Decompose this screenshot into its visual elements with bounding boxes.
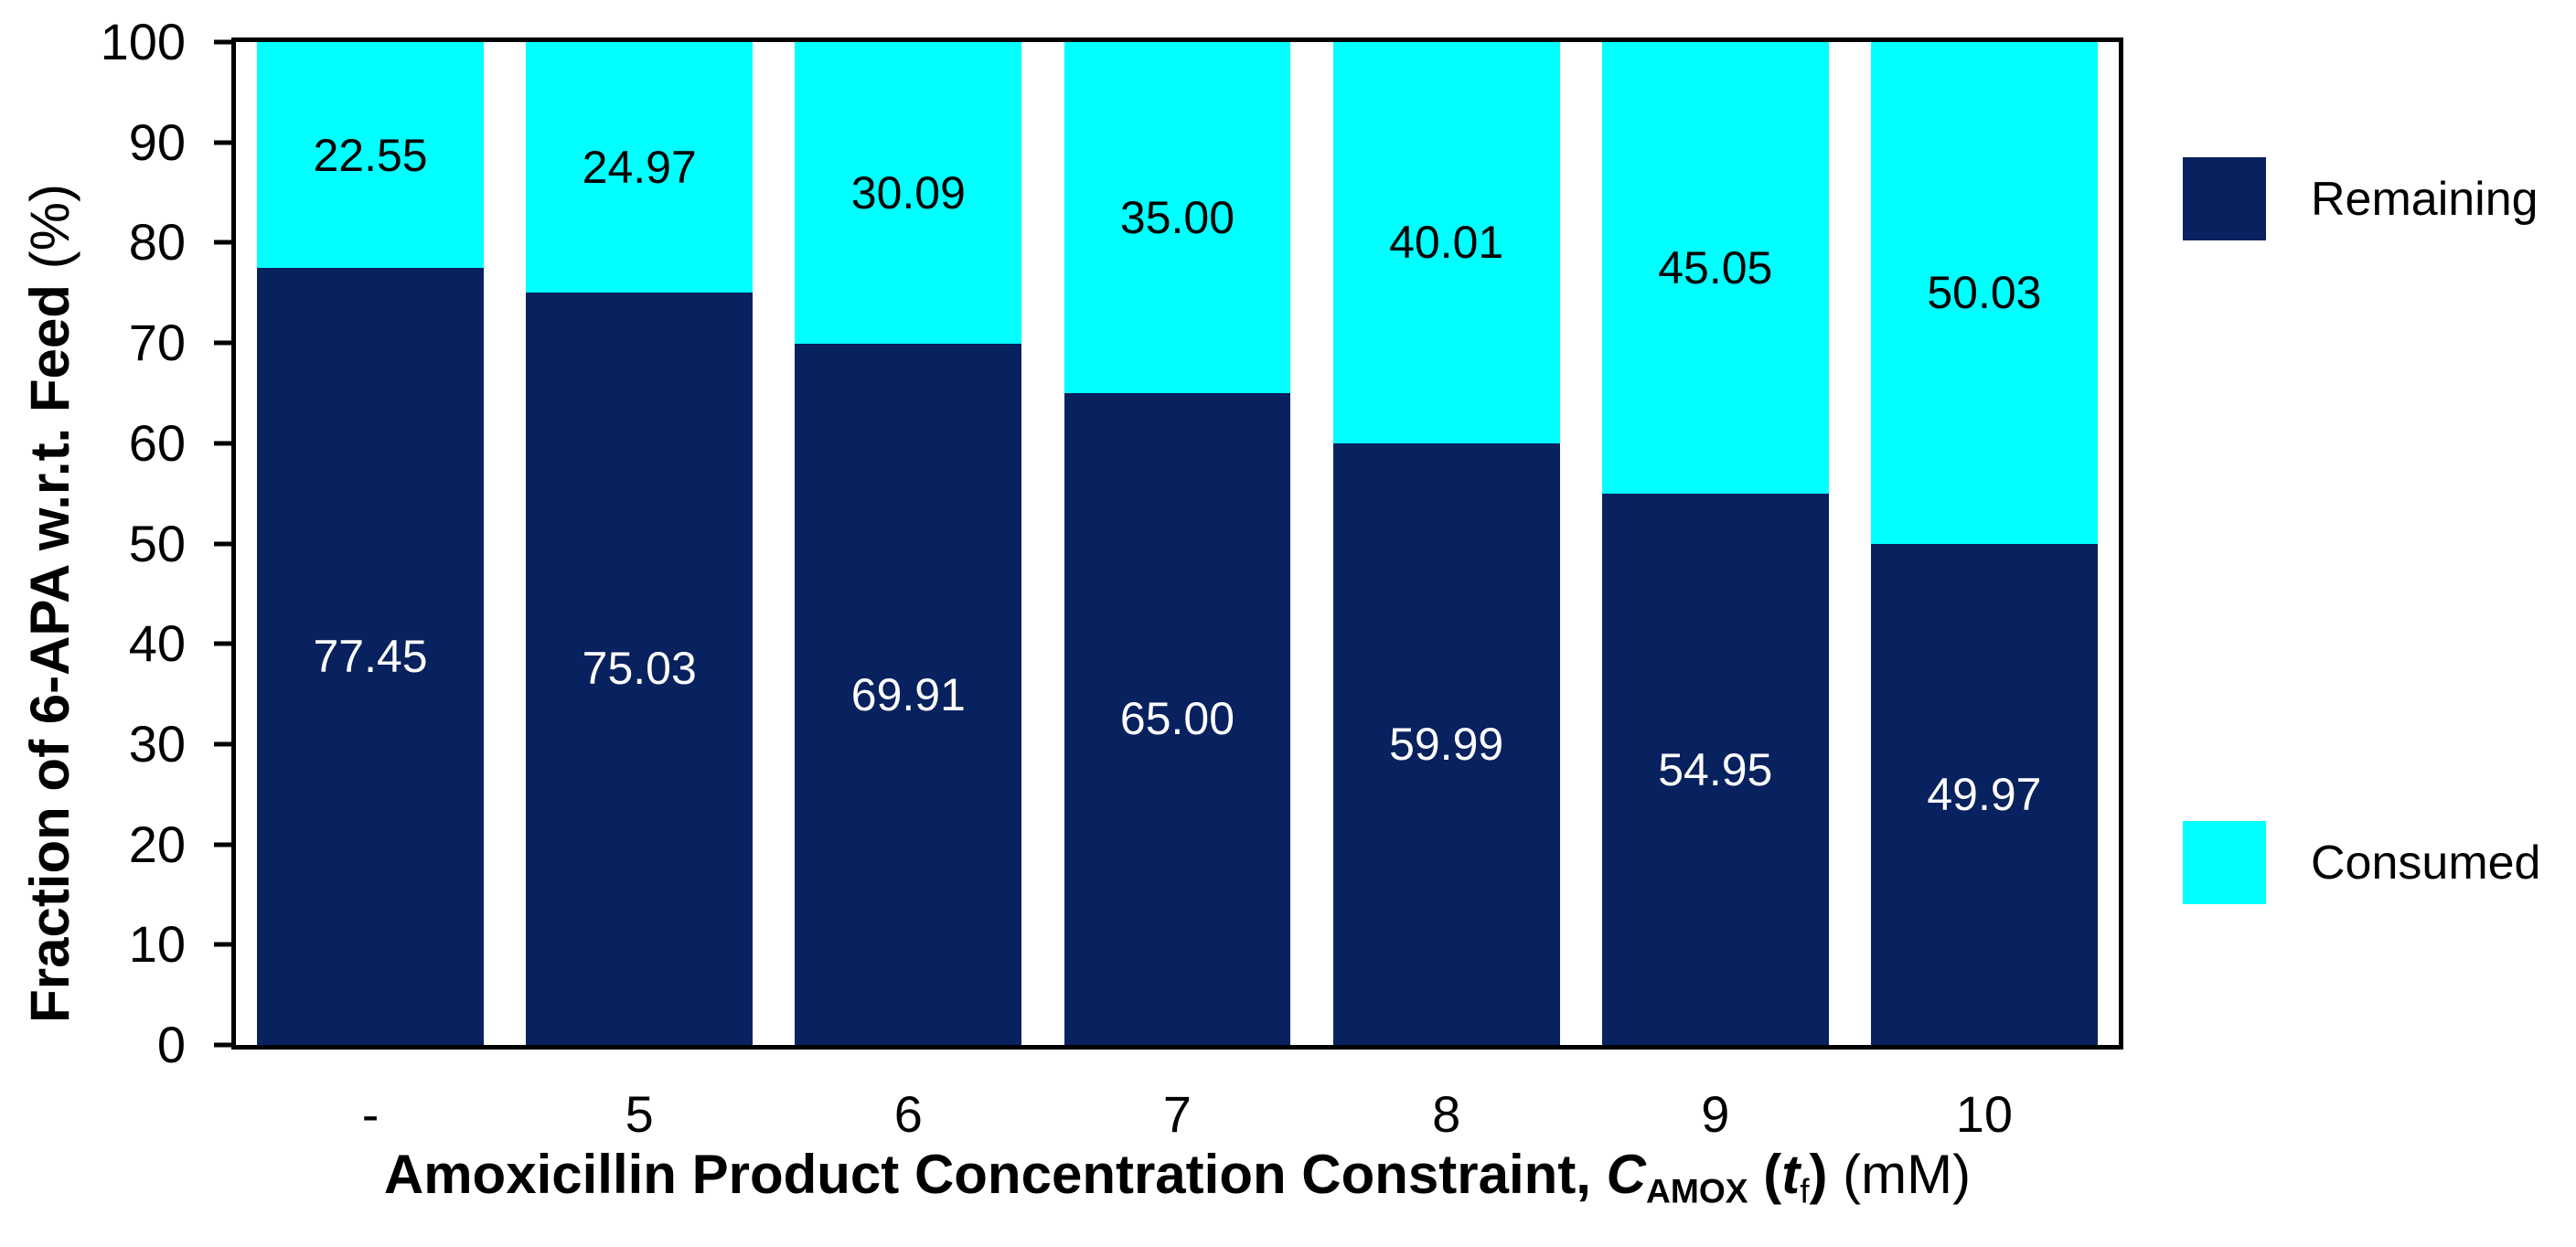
bar-segment-remaining: 49.97 (1870, 543, 2098, 1045)
bar-column-7: 49.97 50.03 (1870, 42, 2098, 1045)
bar-value-label-remaining: 49.97 (1927, 768, 2042, 820)
y-tick-label-70: 70 (128, 314, 186, 372)
bar-column-4: 65.00 35.00 (1064, 42, 1291, 1045)
y-tick-label-50: 50 (128, 514, 186, 572)
bar-value-label-remaining: 75.03 (582, 643, 697, 695)
legend-label-remaining: Remaining (2311, 172, 2539, 226)
bar-value-label-remaining: 77.45 (313, 631, 428, 683)
bar-value-label-consumed: 24.97 (582, 141, 697, 193)
bar-value-label-consumed: 30.09 (850, 167, 966, 219)
y-tick-label-90: 90 (128, 112, 186, 171)
y-axis-title: Fraction of 6-APA w.r.t. Feed (%) (19, 184, 80, 1023)
legend-swatch-consumed (2183, 821, 2266, 904)
x-tick-label-4: 7 (1162, 1085, 1192, 1143)
bar-value-label-consumed: 35.00 (1119, 191, 1235, 243)
x-tick-label-3: 6 (893, 1085, 923, 1143)
y-tick-label-20: 20 (128, 815, 186, 873)
y-tick-label-100: 100 (100, 13, 186, 70)
bar-segment-consumed: 50.03 (1870, 42, 2098, 544)
bar-value-label-consumed: 22.55 (313, 129, 428, 181)
y-tick-label-10: 10 (128, 915, 186, 974)
bar-segment-remaining: 54.95 (1601, 494, 1829, 1045)
plot-inner: 77.45 22.55 - 75.03 24.97 5 69.91 30.09 6 65.00 35… (101, 16, 2119, 1140)
y-axis-tick-10 (214, 942, 231, 947)
legend-item-remaining: Remaining (2183, 157, 2539, 240)
x-tick-label-2: 5 (625, 1085, 654, 1143)
y-axis-tick-90 (214, 140, 231, 145)
x-tick-label-5: 8 (1432, 1085, 1461, 1143)
bar-column-1: 77.45 22.55 (257, 42, 485, 1045)
x-tick-label-7: 10 (1955, 1085, 2014, 1143)
bar-segment-consumed: 30.09 (795, 42, 1022, 345)
bar-segment-remaining: 59.99 (1332, 442, 1560, 1045)
bar-value-label-consumed: 40.01 (1389, 217, 1504, 269)
x-axis-title-close-paren: ) (1809, 1144, 1828, 1205)
bar-segment-remaining: 77.45 (257, 268, 485, 1045)
x-tick-label-1: - (361, 1085, 379, 1143)
x-axis-title-prefix: Amoxicillin Product Concentration Constr… (383, 1144, 1607, 1205)
x-tick-label-6: 9 (1701, 1085, 1730, 1143)
bar-value-label-remaining: 65.00 (1119, 693, 1235, 745)
y-axis-tick-20 (214, 842, 231, 847)
legend-label-consumed: Consumed (2311, 836, 2541, 890)
legend-swatch-remaining (2183, 157, 2266, 240)
y-axis-tick-30 (214, 741, 231, 747)
plot-area: 77.45 22.55 - 75.03 24.97 5 69.91 30.09 6 65.00 35… (101, 16, 2123, 1140)
bar-value-label-consumed: 50.03 (1927, 267, 2042, 319)
y-axis-tick-70 (214, 340, 231, 346)
y-tick-label-0: 0 (156, 1016, 186, 1073)
y-axis-tick-50 (214, 541, 231, 546)
bar-value-label-remaining: 59.99 (1389, 718, 1504, 770)
y-axis-title-main: Fraction of 6-APA w.r.t. Feed (19, 269, 80, 1023)
bar-segment-remaining: 69.91 (795, 344, 1022, 1045)
x-axis-title: Amoxicillin Product Concentration Constr… (231, 1144, 2123, 1209)
bar-value-label-remaining: 69.91 (850, 668, 966, 720)
x-axis-title-open-paren: ( (1748, 1144, 1782, 1205)
bar-value-label-remaining: 54.95 (1658, 743, 1773, 795)
x-axis-title-sub-amox: AMOX (1645, 1171, 1748, 1210)
x-axis-title-var-c: C (1606, 1144, 1646, 1205)
y-axis-tick-0 (214, 1042, 231, 1048)
x-axis-title-units: (mM) (1827, 1144, 1972, 1205)
x-axis-title-sub-f: f (1800, 1171, 1810, 1210)
bar-column-2: 75.03 24.97 (526, 42, 754, 1045)
legend-item-consumed: Consumed (2183, 821, 2540, 904)
bar-value-label-consumed: 45.05 (1658, 242, 1773, 294)
y-tick-label-30: 30 (128, 714, 186, 773)
bar-segment-consumed: 35.00 (1064, 42, 1291, 393)
y-axis-title-units: (%) (19, 184, 80, 270)
y-axis-tick-80 (214, 240, 231, 245)
y-axis-tick-60 (214, 441, 231, 446)
y-axis-tick-40 (214, 641, 231, 646)
y-tick-label-80: 80 (128, 213, 186, 272)
y-tick-label-40: 40 (128, 614, 186, 673)
bar-segment-consumed: 22.55 (257, 42, 485, 269)
bar-column-3: 69.91 30.09 (795, 42, 1022, 1045)
bar-column-5: 59.99 40.01 (1332, 42, 1560, 1045)
x-axis-title-var-t: t (1781, 1144, 1801, 1205)
y-axis-tick-100 (214, 39, 231, 45)
y-tick-label-60: 60 (128, 413, 186, 472)
bar-segment-remaining: 75.03 (526, 292, 754, 1045)
bar-segment-consumed: 40.01 (1332, 42, 1560, 443)
bar-segment-remaining: 65.00 (1064, 392, 1291, 1045)
bar-column-6: 54.95 45.05 (1601, 42, 1829, 1045)
bar-segment-consumed: 24.97 (526, 42, 754, 293)
bar-segment-consumed: 45.05 (1601, 42, 1829, 495)
